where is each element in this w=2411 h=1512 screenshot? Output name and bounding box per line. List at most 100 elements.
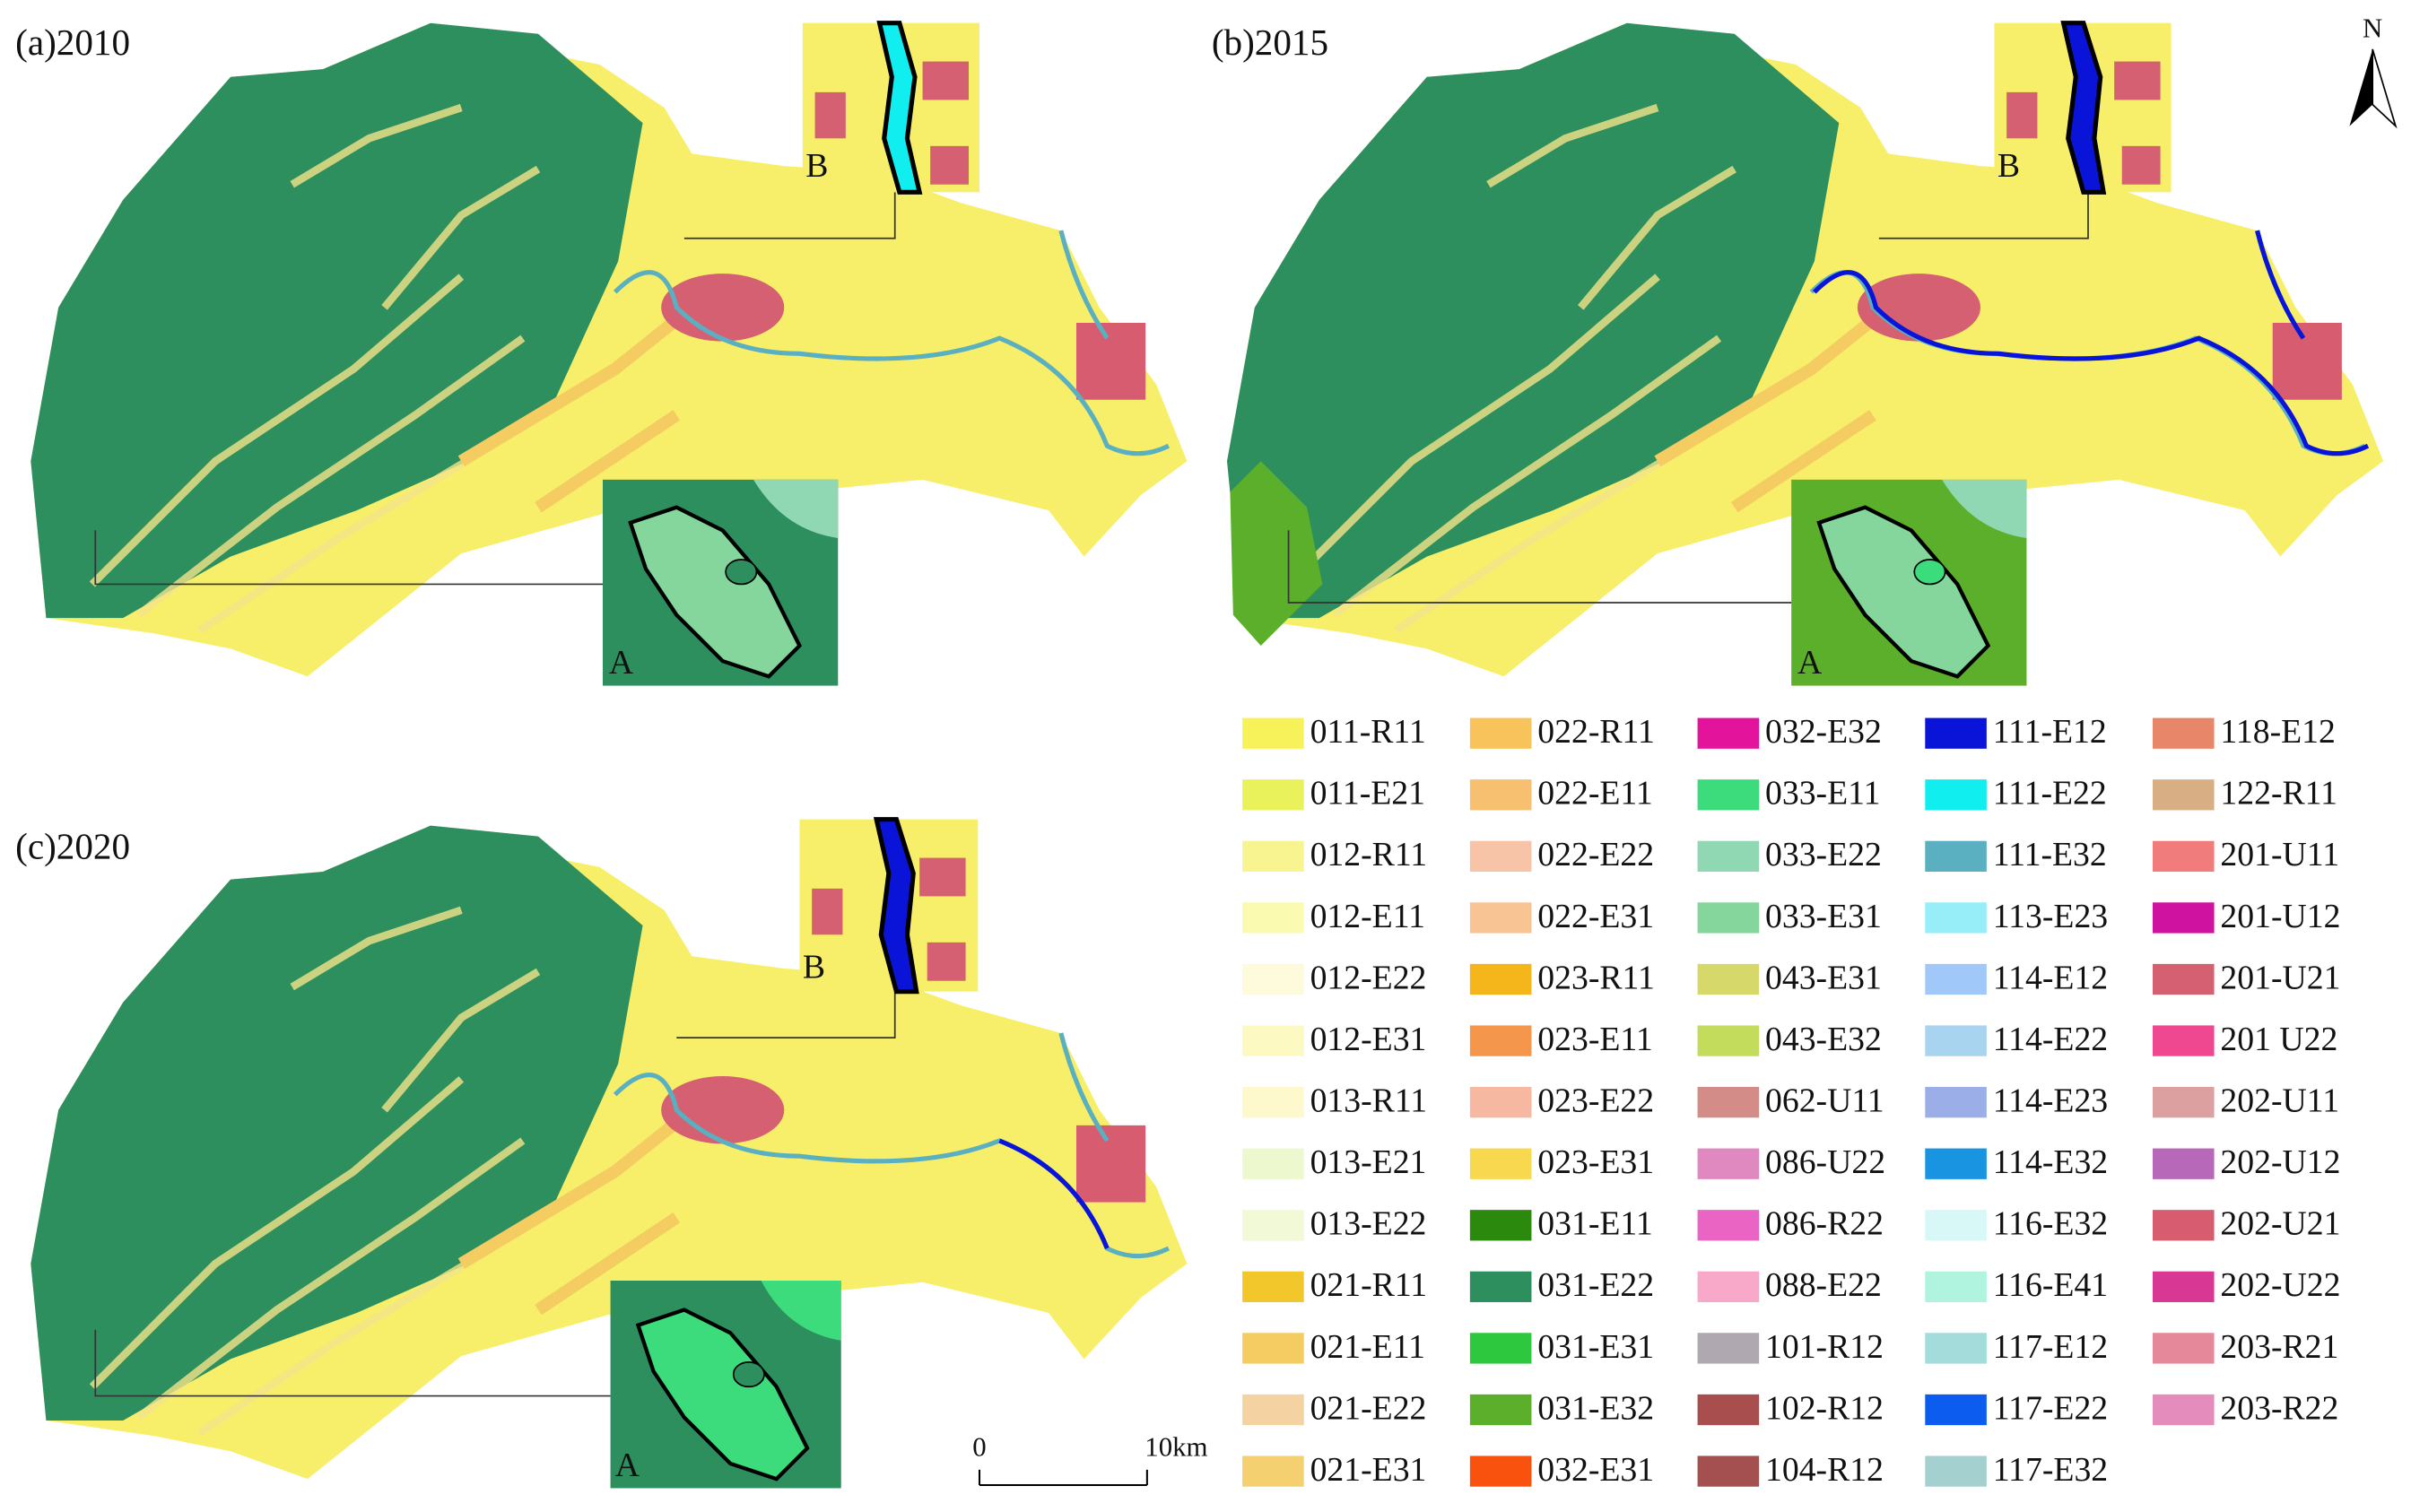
legend-label: 201-U12 bbox=[2220, 898, 2340, 935]
legend-swatch bbox=[1697, 1210, 1760, 1241]
legend-swatch bbox=[1925, 1025, 1987, 1056]
legend-swatch bbox=[2153, 840, 2215, 872]
legend-swatch bbox=[1469, 1333, 1532, 1364]
legend-swatch bbox=[1469, 1456, 1532, 1487]
inset-a-2020 bbox=[610, 1281, 841, 1489]
legend-swatch bbox=[1697, 1394, 1760, 1426]
panel-label: (b)2015 bbox=[1212, 22, 1328, 64]
legend-swatch bbox=[2153, 1333, 2215, 1364]
legend-swatch bbox=[1697, 963, 1760, 995]
legend-swatch bbox=[2153, 1148, 2215, 1179]
legend-swatch bbox=[1469, 1148, 1532, 1179]
legend-swatch bbox=[1925, 1271, 1987, 1302]
legend-swatch bbox=[1469, 1394, 1532, 1426]
legend-label: 043-E31 bbox=[1765, 959, 1882, 996]
legend-label: 023-E11 bbox=[1537, 1021, 1652, 1058]
region-2015 bbox=[1230, 461, 1323, 646]
legend-swatch bbox=[1469, 779, 1532, 811]
legend-swatch bbox=[2153, 963, 2215, 995]
legend-swatch bbox=[2153, 779, 2215, 811]
legend-label: 116-E32 bbox=[1993, 1205, 2108, 1243]
legend-label: 203-R21 bbox=[2220, 1328, 2338, 1366]
legend-label: 043-E32 bbox=[1765, 1021, 1882, 1058]
legend-label: 012-R11 bbox=[1310, 836, 1428, 873]
legend-label: 113-E23 bbox=[1993, 898, 2108, 935]
legend-swatch bbox=[1242, 963, 1304, 995]
legend-label: 202-U11 bbox=[2220, 1082, 2339, 1120]
legend-swatch bbox=[1697, 1087, 1760, 1118]
legend-swatch bbox=[1925, 963, 1987, 995]
legend-label: 104-R12 bbox=[1765, 1451, 1884, 1489]
legend-label: 116-E41 bbox=[1993, 1266, 2108, 1304]
legend-label: 201 U22 bbox=[2220, 1021, 2337, 1058]
legend-label: 111-E22 bbox=[1993, 775, 2107, 812]
scale-label: 10km bbox=[1145, 1432, 1207, 1463]
legend-swatch bbox=[1469, 1087, 1532, 1118]
leader-lines bbox=[94, 192, 2089, 1397]
legend-label: 021-E22 bbox=[1310, 1389, 1427, 1427]
inset-label: B bbox=[805, 147, 828, 185]
legend-swatch bbox=[1469, 1271, 1532, 1302]
legend-swatch bbox=[1242, 1456, 1304, 1487]
legend-label: 202-U12 bbox=[2220, 1143, 2340, 1181]
legend-swatch bbox=[1242, 1394, 1304, 1426]
legend-label: 101-R12 bbox=[1765, 1328, 1884, 1366]
legend-label: 118-E12 bbox=[2220, 713, 2335, 751]
legend-label: 023-E31 bbox=[1537, 1143, 1654, 1181]
legend-swatch bbox=[1242, 1087, 1304, 1118]
legend-label: 117-E12 bbox=[1993, 1328, 2108, 1366]
legend-label: 031-E22 bbox=[1537, 1266, 1654, 1304]
legend-swatch bbox=[1242, 717, 1304, 749]
legend-swatch bbox=[1242, 1025, 1304, 1056]
inset-label: A bbox=[609, 644, 633, 682]
inset-a-2010 bbox=[603, 479, 839, 686]
legend-swatch bbox=[1242, 1210, 1304, 1241]
legend-label: 031-E32 bbox=[1537, 1389, 1654, 1427]
legend-swatch bbox=[1697, 1271, 1760, 1302]
legend-swatch bbox=[1697, 902, 1760, 934]
legend-label: 012-E31 bbox=[1310, 1021, 1427, 1058]
inset-b-2015 bbox=[1994, 21, 2172, 195]
inset-b-2020 bbox=[799, 817, 979, 995]
legend-label: 022-E11 bbox=[1537, 775, 1652, 812]
legend-swatch bbox=[1697, 1025, 1760, 1056]
legend-swatch bbox=[1697, 1456, 1760, 1487]
legend-swatch bbox=[1469, 1210, 1532, 1241]
legend-label: 033-E22 bbox=[1765, 836, 1882, 873]
north-label: N bbox=[2363, 13, 2382, 43]
legend-label: 021-E31 bbox=[1310, 1451, 1427, 1489]
legend-label: 114-E32 bbox=[1993, 1143, 2108, 1181]
north-arrow bbox=[2372, 48, 2398, 129]
legend-label: 012-E22 bbox=[1310, 959, 1427, 996]
legend-label: 023-E22 bbox=[1537, 1082, 1654, 1120]
legend-swatch bbox=[1697, 1333, 1760, 1364]
legend-label: 203-R22 bbox=[2220, 1389, 2338, 1427]
legend-swatch bbox=[1697, 717, 1760, 749]
legend-swatch bbox=[2153, 1087, 2215, 1118]
legend-swatch bbox=[1697, 840, 1760, 872]
legend-swatch bbox=[1469, 902, 1532, 934]
legend-label: 117-E32 bbox=[1993, 1451, 2108, 1489]
legend-label: 021-R11 bbox=[1310, 1266, 1428, 1304]
legend-label: 111-E32 bbox=[1993, 836, 2107, 873]
river-2020 bbox=[998, 1138, 1110, 1249]
legend-swatch bbox=[2153, 717, 2215, 749]
legend-label: 023-R11 bbox=[1537, 959, 1655, 996]
inset-b-2010 bbox=[802, 21, 979, 195]
legend-label: 202-U22 bbox=[2220, 1266, 2340, 1304]
legend-swatch bbox=[1469, 963, 1532, 995]
legend-swatch bbox=[2153, 1025, 2215, 1056]
legend-label: 032-E32 bbox=[1765, 713, 1882, 751]
legend-label: 114-E12 bbox=[1993, 959, 2108, 996]
legend-label: 031-E11 bbox=[1537, 1205, 1652, 1243]
inset-label: B bbox=[1998, 147, 2020, 185]
legend-label: 201-U11 bbox=[2220, 836, 2339, 873]
map-2020 bbox=[30, 826, 1187, 1480]
legend-swatch bbox=[2153, 1394, 2215, 1426]
legend-swatch bbox=[1469, 1025, 1532, 1056]
legend-label: 033-E31 bbox=[1765, 898, 1882, 935]
legend-label: 201-U21 bbox=[2220, 959, 2340, 996]
legend-label: 062-U11 bbox=[1765, 1082, 1884, 1120]
legend-label: 022-E22 bbox=[1537, 836, 1654, 873]
panel-label: (a)2010 bbox=[15, 22, 130, 64]
